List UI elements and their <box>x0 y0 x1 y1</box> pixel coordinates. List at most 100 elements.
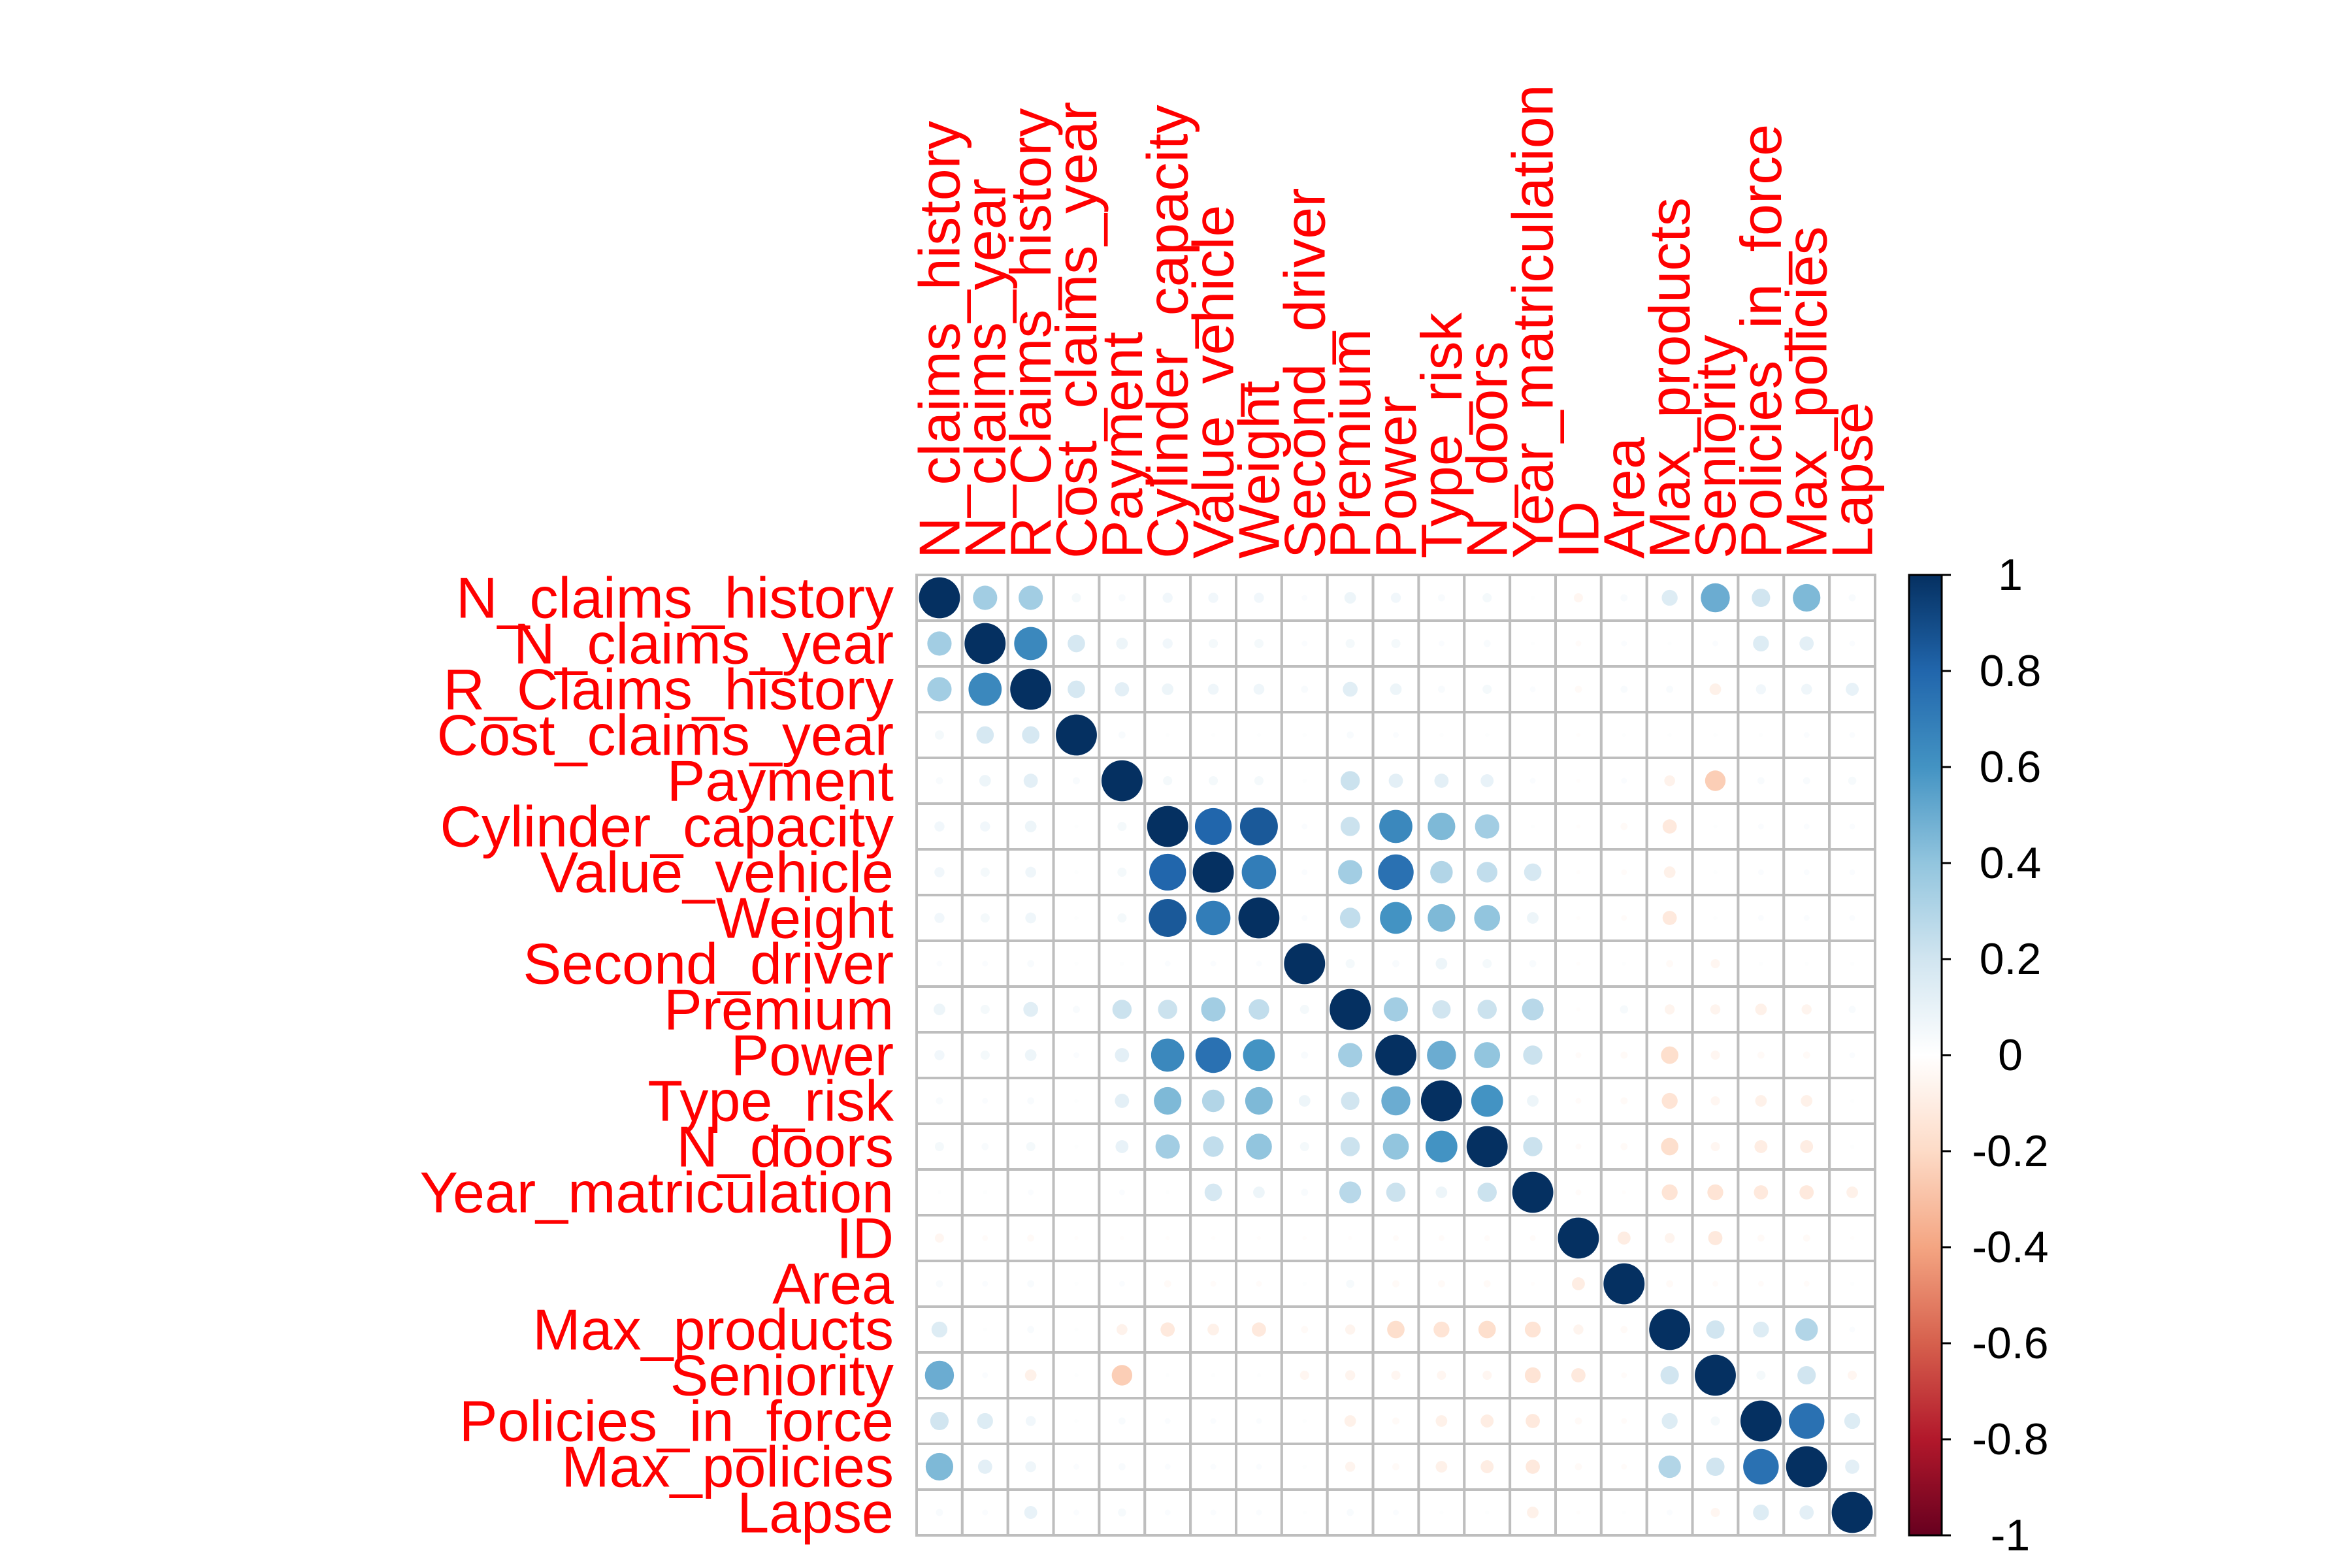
correlation-circle <box>1475 814 1499 839</box>
correlation-circle <box>1298 1095 1311 1107</box>
correlation-circle <box>1253 1186 1265 1198</box>
correlation-circle <box>1849 823 1855 830</box>
correlation-circle <box>1341 1091 1360 1111</box>
correlation-circle <box>1709 683 1722 695</box>
correlation-circle <box>1194 808 1232 845</box>
correlation-circle <box>924 1360 955 1390</box>
correlation-circle <box>1666 685 1674 693</box>
row-label: Max_policies <box>561 1435 894 1499</box>
correlation-circle <box>1392 960 1399 968</box>
correlation-circle <box>982 1281 988 1287</box>
correlation-circle <box>1379 809 1413 843</box>
correlation-circle <box>1800 1140 1814 1153</box>
legend-tick-label: -1 <box>1991 1511 2030 1560</box>
correlation-circle <box>1117 1324 1128 1335</box>
correlation-circle <box>936 1509 943 1516</box>
row-label: Area <box>772 1252 894 1316</box>
correlation-circle <box>1663 866 1676 878</box>
correlation-circle <box>1701 583 1730 613</box>
correlation-circle <box>1378 854 1414 890</box>
correlation-circle <box>1797 1365 1816 1385</box>
correlation-circle <box>1756 684 1767 694</box>
correlation-circle <box>1438 640 1445 647</box>
correlation-circle <box>1393 732 1399 738</box>
grid-cell <box>1828 1077 1876 1125</box>
correlation-circle <box>1253 683 1265 695</box>
row-label: ID <box>836 1206 894 1271</box>
correlation-circle <box>1801 683 1812 695</box>
correlation-circle <box>1245 1086 1273 1115</box>
grid-cell <box>1235 574 1283 622</box>
correlation-circle <box>1523 1045 1543 1065</box>
correlation-circle <box>1211 1235 1216 1241</box>
correlation-circle <box>1163 776 1173 786</box>
column-label: Lapse <box>1820 402 1885 559</box>
grid-cell <box>1189 1488 1237 1537</box>
correlation-circle <box>1115 1094 1130 1108</box>
correlation-circle <box>1710 1141 1720 1152</box>
correlation-circle <box>1166 732 1170 738</box>
correlation-circle <box>1757 1281 1764 1287</box>
correlation-circle <box>934 730 944 740</box>
correlation-circle <box>1118 1508 1126 1517</box>
correlation-circle <box>1301 685 1309 693</box>
correlation-circle <box>1210 1463 1217 1470</box>
correlation-circle <box>976 726 994 744</box>
column-label: N_claims_history <box>907 121 972 559</box>
grid-cell <box>1554 757 1603 805</box>
correlation-circle <box>1118 731 1126 739</box>
correlation-circle <box>1330 988 1371 1030</box>
correlation-circle <box>1118 1417 1126 1425</box>
correlation-circle <box>1241 855 1277 890</box>
correlation-circle <box>1254 593 1264 603</box>
correlation-circle <box>1204 1183 1222 1201</box>
correlation-circle <box>1073 1052 1079 1058</box>
correlation-circle <box>1575 1098 1582 1104</box>
correlation-circle <box>1254 638 1264 649</box>
correlation-circle <box>1073 1005 1080 1013</box>
correlation-circle <box>1850 961 1855 966</box>
correlation-circle <box>1759 732 1763 738</box>
correlation-circle <box>1166 1190 1170 1195</box>
correlation-circle <box>977 1413 993 1429</box>
correlation-circle <box>1799 1185 1814 1200</box>
correlation-circle <box>1391 1370 1401 1380</box>
correlation-circle <box>1662 911 1677 925</box>
correlation-circle <box>1529 960 1537 968</box>
correlation-circle <box>934 913 945 923</box>
correlation-circle <box>1120 1235 1124 1241</box>
correlation-circle <box>936 960 943 967</box>
correlation-circle <box>1803 1281 1810 1287</box>
correlation-circle <box>1246 1134 1272 1160</box>
correlation-circle <box>1620 1097 1628 1105</box>
correlation-circle <box>1074 915 1079 921</box>
correlation-circle <box>1302 1235 1307 1241</box>
correlation-circle <box>1209 638 1218 649</box>
correlation-circle <box>1622 1190 1626 1195</box>
correlation-circle <box>927 631 952 656</box>
correlation-circle <box>1074 824 1079 829</box>
correlation-circle <box>1026 1141 1036 1152</box>
correlation-circle <box>1154 1086 1182 1115</box>
correlation-circle <box>1754 1185 1769 1200</box>
correlation-circle <box>1117 821 1127 832</box>
row-label: Premium <box>664 977 894 1042</box>
correlation-circle <box>1620 1326 1628 1333</box>
grid-cell <box>1509 711 1557 759</box>
correlation-circle <box>1705 770 1726 791</box>
correlation-circle <box>1524 863 1542 881</box>
correlation-circle <box>1480 774 1494 787</box>
legend-tick-label: 0 <box>1998 1030 2023 1080</box>
correlation-circle <box>1340 817 1360 836</box>
correlation-circle <box>1622 732 1626 738</box>
correlation-circle <box>1345 1462 1356 1472</box>
correlation-circle <box>1209 776 1218 786</box>
correlation-circle <box>1025 1416 1036 1426</box>
legend-tick-label: 0.2 <box>1980 934 2042 984</box>
correlation-circle <box>1795 1318 1818 1341</box>
correlation-circles <box>919 577 1873 1533</box>
correlation-circle <box>980 1004 990 1015</box>
correlation-circle <box>1621 869 1627 875</box>
grid-cell <box>1371 1260 1420 1308</box>
